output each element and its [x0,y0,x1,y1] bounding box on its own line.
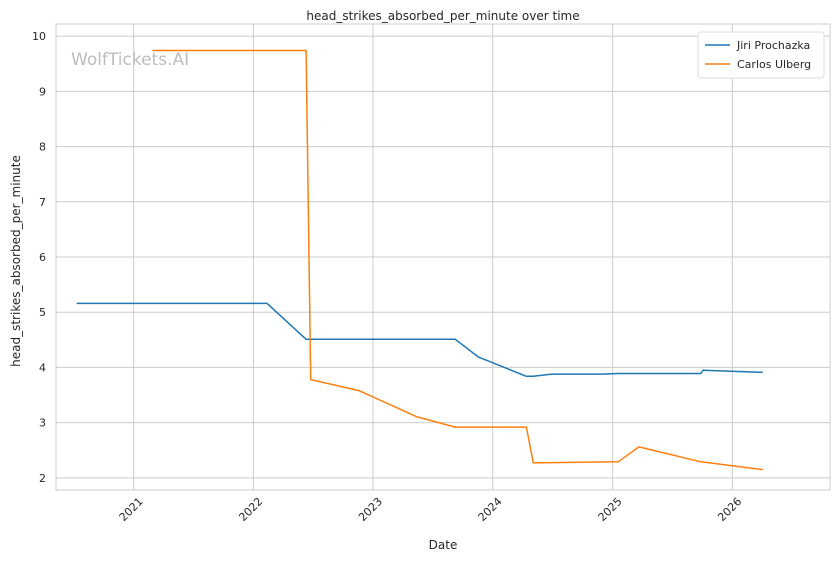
legend: Jiri Prochazka Carlos Ulberg [697,31,825,79]
x-tick-label: 2022 [236,495,265,524]
x-tick-label: 2021 [117,495,146,524]
x-tick-label: 2024 [476,495,505,524]
grid [56,24,830,490]
y-tick-label: 2 [39,472,46,485]
y-tick-label: 7 [39,196,46,209]
y-tick-label: 5 [39,306,46,319]
legend-label-jiri-prochazka: Jiri Prochazka [736,39,810,52]
y-tick-label: 9 [39,85,46,98]
x-axis-title: Date [429,538,458,552]
plot-frame [55,23,831,491]
y-tick-label: 3 [39,417,46,430]
x-tick-label: 2025 [596,495,625,524]
chart-title: head_strikes_absorbed_per_minute over ti… [306,9,579,23]
y-tick-label: 10 [32,30,46,43]
series-line-carlos-ulberg [152,49,763,471]
legend-label-carlos-ulberg: Carlos Ulberg [737,58,811,71]
y-tick-label: 4 [39,361,46,374]
series-lines [76,49,763,471]
series-line-jiri-prochazka [76,302,763,378]
y-tick-label: 6 [39,251,46,264]
y-axis-title: head_strikes_absorbed_per_minute [9,155,23,367]
legend-box [697,31,825,79]
y-tick-label: 8 [39,141,46,154]
watermark: WolfTickets.AI [71,50,189,70]
x-tick-label: 2026 [715,495,744,524]
x-tick-label: 2023 [356,495,385,524]
